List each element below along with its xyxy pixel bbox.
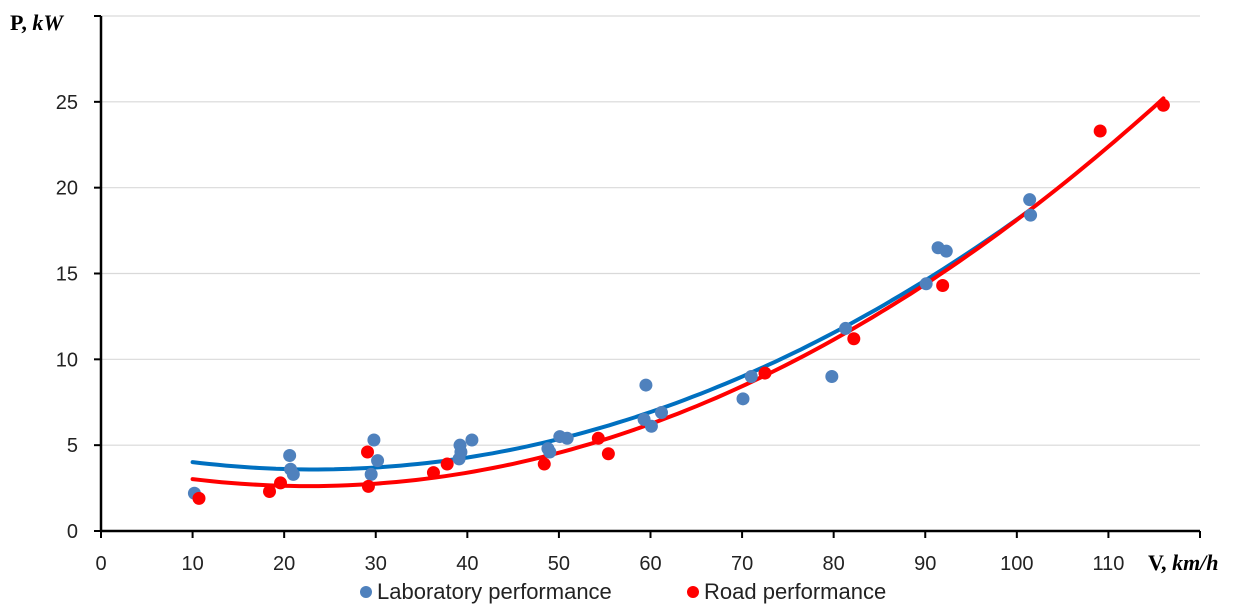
legend-marker-road — [687, 586, 699, 598]
tick-labels: 0 10 20 30 40 50 60 70 80 90 100 110 0 5 10 15 20 25 — [56, 92, 1125, 575]
point-laboratory-25 — [939, 244, 953, 258]
x-tick-label-70: 70 — [731, 553, 753, 575]
point-road-13 — [1093, 124, 1107, 138]
legend: Laboratory performance Road performance — [360, 579, 886, 604]
point-laboratory-20 — [744, 370, 758, 383]
point-laboratory-18 — [654, 406, 668, 420]
trend-lines — [190, 96, 1166, 489]
x-tick-label-100: 100 — [1000, 553, 1033, 575]
legend-label-laboratory: Laboratory performance — [377, 579, 612, 604]
point-laboratory-23 — [919, 277, 933, 291]
x-tick-label-0: 0 — [95, 553, 106, 575]
point-road-7 — [537, 457, 551, 471]
point-laboratory-14 — [560, 431, 574, 445]
point-laboratory-12 — [543, 445, 557, 459]
y-tick-label-15: 15 — [56, 264, 78, 286]
legend-label-road: Road performance — [704, 579, 886, 604]
x-axis-title: V, km/h — [1148, 550, 1219, 575]
point-laboratory-4 — [364, 467, 378, 481]
trend-line-road — [190, 96, 1166, 489]
point-road-1 — [263, 485, 277, 499]
grid-lines — [101, 15, 1200, 446]
point-laboratory-16 — [639, 378, 653, 392]
trend-line-laboratory — [190, 210, 1028, 472]
x-tick-label-10: 10 — [181, 553, 203, 575]
point-road-10 — [758, 366, 772, 380]
point-laboratory-1 — [283, 448, 297, 462]
point-laboratory-17 — [644, 419, 658, 433]
point-road-0 — [192, 491, 206, 505]
point-road-8 — [591, 431, 605, 445]
point-road-9 — [601, 447, 615, 461]
y-tick-label-25: 25 — [56, 92, 78, 114]
x-tick-label-30: 30 — [365, 553, 387, 575]
y-tick-label-0: 0 — [67, 521, 78, 543]
x-tick-label-20: 20 — [273, 553, 295, 575]
point-road-12 — [936, 279, 950, 293]
axes — [94, 15, 1201, 538]
point-laboratory-27 — [1024, 208, 1038, 222]
point-laboratory-21 — [825, 370, 839, 383]
x-tick-label-110: 110 — [1092, 553, 1124, 575]
point-road-11 — [847, 332, 861, 346]
x-tick-label-90: 90 — [914, 553, 936, 575]
y-tick-label-5: 5 — [67, 435, 78, 457]
point-road-5 — [426, 466, 440, 480]
y-axis-title: P, kW — [10, 10, 64, 35]
point-laboratory-6 — [371, 454, 385, 468]
y-tick-label-20: 20 — [56, 178, 78, 200]
point-laboratory-26 — [1023, 193, 1037, 207]
point-laboratory-19 — [736, 392, 750, 406]
point-laboratory-22 — [839, 321, 853, 335]
y-tick-label-10: 10 — [56, 349, 78, 371]
point-road-4 — [361, 479, 375, 493]
data-points — [187, 98, 1170, 505]
point-road-14 — [1156, 98, 1170, 112]
point-road-6 — [440, 457, 454, 471]
point-laboratory-3 — [286, 467, 300, 481]
point-laboratory-5 — [367, 433, 381, 447]
point-road-3 — [361, 445, 375, 459]
x-tick-label-80: 80 — [823, 553, 845, 575]
point-road-2 — [274, 476, 288, 490]
point-laboratory-10 — [465, 433, 479, 447]
point-laboratory-9 — [454, 445, 468, 459]
x-tick-label-40: 40 — [456, 553, 478, 575]
x-tick-label-50: 50 — [548, 553, 570, 575]
legend-marker-laboratory — [360, 586, 372, 598]
x-tick-label-60: 60 — [639, 553, 661, 575]
